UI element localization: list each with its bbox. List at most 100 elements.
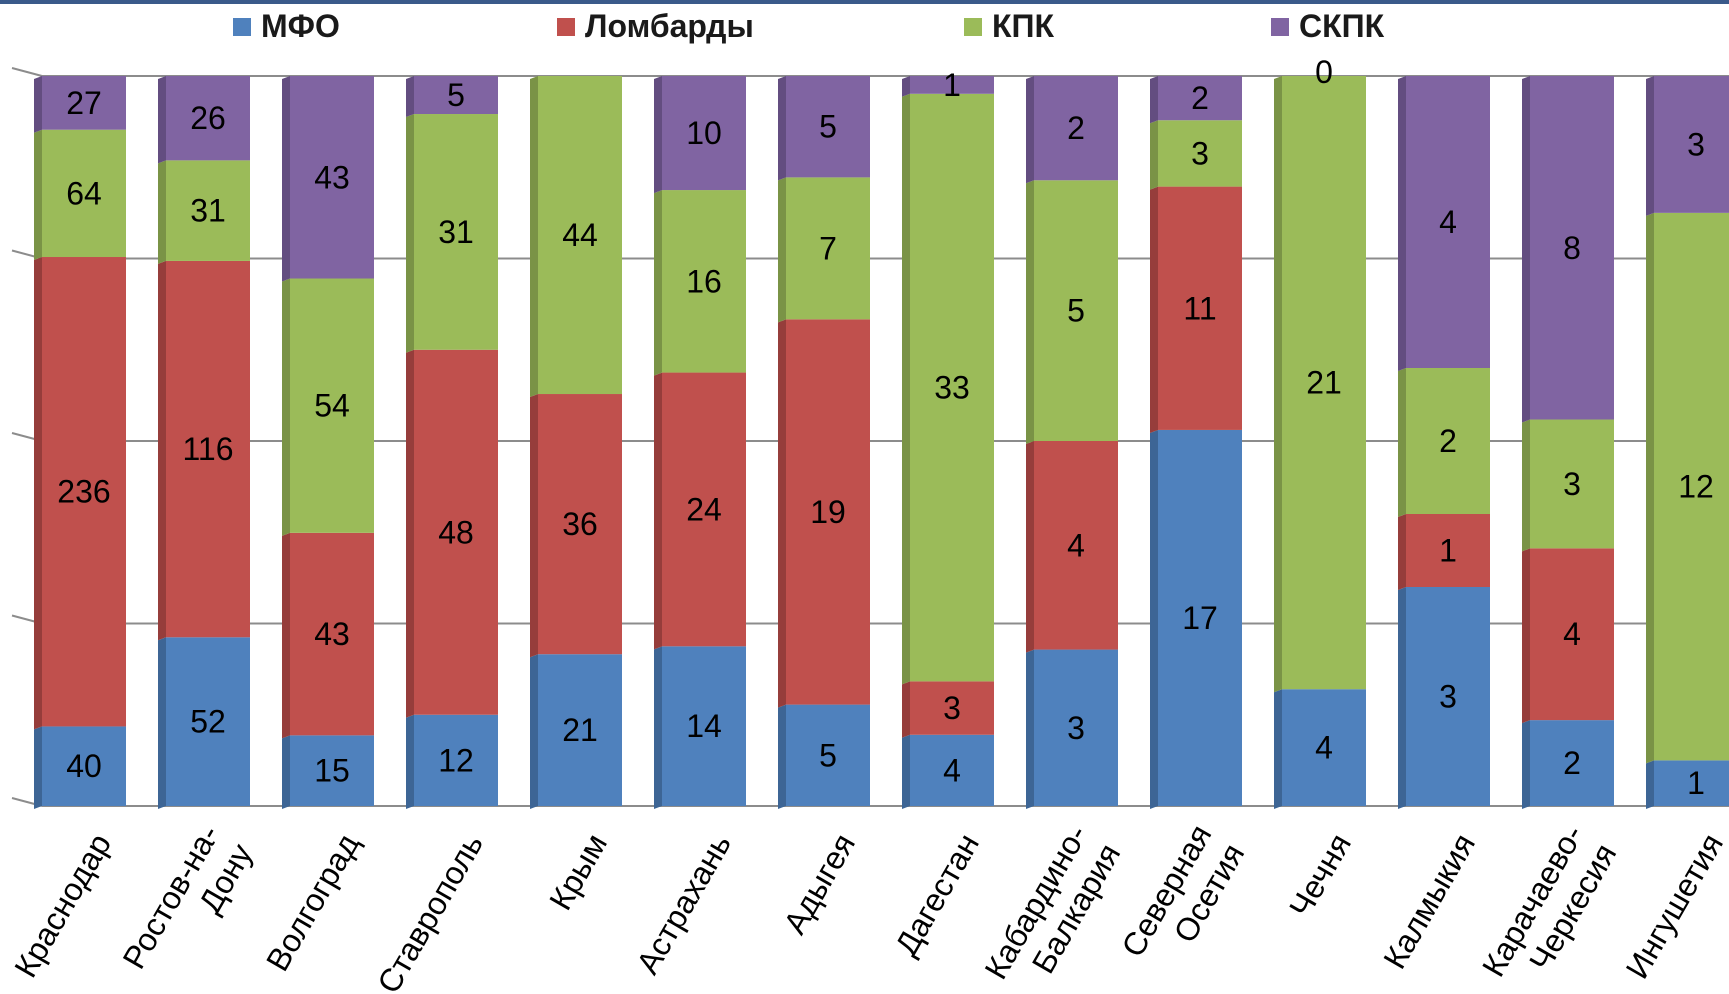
bar-segment (786, 704, 870, 806)
data-label: 11 (1183, 290, 1216, 326)
bar-side-КПК (654, 190, 662, 376)
legend-label-kpk: КПК (992, 8, 1055, 44)
gridline-tick (11, 67, 43, 77)
bar-segment (1158, 186, 1242, 430)
bar-segment (1406, 514, 1490, 587)
legend-swatch-lombard (557, 17, 575, 36)
category-label-line: Волгоград (259, 827, 366, 977)
bar-segment (662, 190, 746, 373)
bar-side-МФО (406, 714, 414, 809)
bar-segment (1406, 368, 1490, 514)
bar-side-КПК (1274, 76, 1282, 693)
category-label-line: Краснодар (7, 828, 118, 984)
category-label: Адыгея (776, 828, 862, 940)
bar-segment (166, 637, 250, 806)
bar-side-Ломбарды (902, 681, 910, 738)
data-label: 21 (1306, 365, 1342, 401)
category-label: Дагестан (888, 828, 986, 962)
category-label: Кабардино-Балкария (978, 819, 1128, 994)
category-label: Калмыкия (1376, 828, 1482, 975)
bar-side-КПК (1026, 180, 1034, 445)
data-label: 3 (1191, 135, 1209, 171)
bar-side-КПК (1646, 212, 1654, 764)
bar-side-Ломбарды (1026, 441, 1034, 653)
bar-segment (1530, 720, 1614, 806)
legend-item-skpk: СКПК (1271, 8, 1384, 45)
bar-side-Ломбарды (1150, 186, 1158, 433)
bar-segment (414, 714, 498, 806)
data-label: 31 (438, 214, 474, 250)
data-label: 43 (314, 616, 350, 652)
bar-side-Ломбарды (530, 394, 538, 658)
bar-segment (538, 76, 622, 395)
data-label: 4 (1067, 527, 1085, 563)
bar-segment (1034, 76, 1118, 181)
data-label: 52 (190, 704, 226, 740)
bar-side-КПК (158, 160, 166, 264)
bar-side-КПК (1522, 419, 1530, 552)
data-label: 8 (1563, 230, 1581, 266)
bar-side-СКПК (1646, 76, 1654, 216)
data-label: 3 (1687, 126, 1705, 162)
data-label: 4 (943, 752, 961, 788)
data-label: 0 (1315, 54, 1333, 90)
data-label: 5 (447, 77, 465, 113)
bar-side-СКПК (158, 76, 166, 164)
bar-side-МФО (158, 637, 166, 809)
legend-label-skpk: СКПК (1299, 8, 1385, 44)
bar-segment (910, 681, 994, 735)
bar-side-МФО (530, 654, 538, 809)
data-label: 2 (1439, 423, 1457, 459)
legend-item-kpk: КПК (964, 8, 1054, 45)
bar-segment (1282, 689, 1366, 806)
bar-side-СКПК (654, 76, 662, 194)
bar-side-МФО (282, 735, 290, 809)
bar-side-МФО (1026, 649, 1034, 809)
data-label: 40 (66, 748, 102, 784)
bar-segment (910, 734, 994, 806)
bar-segment (1530, 76, 1614, 420)
bar-segment (290, 278, 374, 533)
data-label: 48 (438, 514, 474, 550)
category-label: Ставрополь (370, 828, 490, 994)
data-label: 54 (314, 388, 350, 424)
data-label: 4 (1315, 730, 1333, 766)
legend-label-mfo: МФО (261, 8, 340, 44)
data-label: 3 (1563, 466, 1581, 502)
bar-side-КПК (1398, 368, 1406, 517)
data-label: 3 (1439, 679, 1457, 715)
data-label: 5 (819, 737, 837, 773)
bar-segment (290, 735, 374, 806)
bar-side-МФО (1274, 689, 1282, 809)
bar-side-КПК (1150, 120, 1158, 190)
data-label: 12 (1678, 469, 1714, 505)
bar-segment (414, 349, 498, 715)
data-label: 17 (1182, 600, 1218, 636)
legend-item-lombard: Ломбарды (557, 8, 754, 45)
bar-side-Ломбарды (158, 260, 166, 641)
bar-side-МФО (1398, 587, 1406, 809)
bar-side-СКПК (1522, 76, 1530, 423)
category-label-line: Калмыкия (1376, 828, 1482, 975)
bar-segment (1158, 76, 1242, 121)
bar-segment (42, 257, 126, 727)
data-label: 1 (1439, 533, 1457, 569)
bar-segment (662, 646, 746, 806)
bar-side-СКПК (778, 76, 786, 181)
category-label: Краснодар (7, 828, 118, 984)
bar-segment (910, 76, 994, 94)
category-label-line: Дагестан (888, 828, 986, 962)
bar-segment (1654, 760, 1729, 806)
data-label: 16 (686, 263, 722, 299)
bar-side-СКПК (1026, 76, 1034, 184)
data-label: 33 (934, 370, 970, 406)
bar-side-МФО (654, 646, 662, 809)
bar-segment (166, 260, 250, 638)
top-rule (0, 0, 1729, 4)
bar-segment (1158, 120, 1242, 187)
bar-segment (662, 372, 746, 647)
category-label: Чечня (1282, 828, 1358, 924)
data-label: 26 (190, 100, 226, 136)
bar-segment (1282, 76, 1366, 690)
